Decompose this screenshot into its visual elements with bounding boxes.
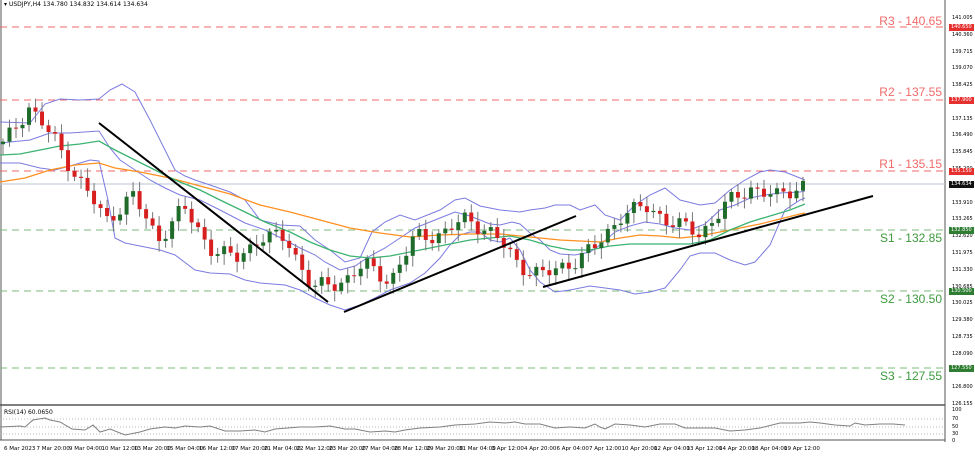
time-tick-label: 13 Apr 12:00 [686,446,723,452]
rsi-line[interactable] [0,417,906,436]
r3-price-box: 140.650 [949,24,974,31]
bollinger-lower [0,159,806,311]
rsi-axis-30: 30 [952,431,959,437]
r1-price-box: 135.150 [949,168,974,175]
rsi-axis-70: 70 [952,416,959,422]
time-tick-label: 16 Mar 12:00 [199,446,236,452]
rsi-axis-100: 100 [952,407,962,413]
candlesticks [1,98,805,302]
symbol-label: USDJPY,H4 [8,1,41,8]
time-tick-label: 4 Apr 20:00 [524,446,557,452]
time-tick-label: 10 Mar 12:00 [101,446,139,452]
time-tick-label: 31 Mar 04:00 [459,446,496,452]
time-tick-label: 6 Mar 2023 [4,446,36,452]
price-tick-label: 138.425 [952,82,973,89]
rsi-axis-0: 0 [952,438,956,444]
price-tick-label: 130.025 [952,300,973,307]
time-tick-label: 12 Apr 04:00 [654,446,690,452]
s2-label: S2 - 130.50 [879,292,942,306]
uptrend-line-2[interactable] [542,195,874,288]
s2-price-box: 130.500 [949,288,974,295]
r1-label: R1 - 135.15 [879,157,942,171]
price-tick-label: 141.005 [952,15,973,21]
s3-label: S3 - 127.55 [879,369,942,383]
price-tick-label: 131.975 [952,249,973,256]
rsi-axis-50: 50 [952,424,959,430]
price-tick-label: 140.360 [952,31,973,38]
r3-label: R3 - 140.65 [879,14,942,28]
price-tick-label: 133.910 [952,199,973,206]
price-tick-label: 131.330 [952,266,973,273]
time-tick-label: 29 Mar 20:00 [426,446,464,452]
bollinger-middle [0,130,806,271]
r2-price-box: 137.900 [949,97,974,104]
price-tick-label: 136.490 [952,132,973,139]
time-tick-label: 7 Apr 12:00 [589,446,622,452]
time-tick-label: 22 Mar 12:00 [296,446,334,452]
price-tick-label: 130.685 [952,283,973,290]
time-tick-label: 14 Apr 20:00 [719,446,755,452]
time-tick-label: 28 Mar 12:00 [394,446,431,452]
price-tick-label: 129.380 [952,317,973,324]
ohlc-values: 134.780 134.832 134.614 134.634 [42,1,148,8]
collapse-triangle-icon[interactable]: ▾ [4,1,8,8]
time-tick-label: 13 Mar 20:00 [134,446,171,452]
moving-average-green [0,140,806,259]
time-tick-label: 18 Apr 04:00 [751,446,788,452]
time-tick-label: 9 Mar 04:00 [69,446,103,452]
s1-label: S1 - 132.85 [879,231,942,245]
price-tick-label: 139.070 [952,65,973,72]
price-tick-label: 139.715 [952,48,973,55]
time-tick-label: 23 Mar 20:00 [329,446,366,452]
s3-price-box: 127.550 [949,365,974,372]
time-tick-label: 6 Apr 04:00 [556,446,589,452]
s1-price-box: 132.850 [949,227,974,234]
price-tick-label: 128.735 [952,333,973,340]
current-price-box: 134.634 [949,181,974,188]
time-tick-label: 17 Mar 20:00 [231,446,269,452]
time-tick-label: 3 Apr 12:00 [491,446,524,452]
uptrend-line-1[interactable] [343,215,577,313]
time-tick-label: 15 Mar 04:00 [166,446,204,452]
price-tick-label: 126.155 [952,401,973,407]
bollinger-upper [0,83,806,263]
time-tick-label: 27 Mar 04:00 [361,446,399,452]
time-tick-label: 19 Apr 12:00 [784,446,820,452]
price-tick-label: 137.135 [952,115,973,122]
price-tick-label: 128.090 [952,350,973,357]
time-tick-label: 7 Mar 20:00 [36,446,70,452]
price-tick-label: 126.800 [952,384,973,391]
rsi-label: RSI(14) 60.0650 [4,409,53,416]
symbol-header: ▾ USDJPY,H4 134.780 134.832 134.614 134.… [4,1,148,8]
price-tick-label: 135.845 [952,149,973,156]
r2-label: R2 - 137.55 [879,85,942,99]
price-tick-label: 133.265 [952,216,973,223]
time-tick-label: 21 Mar 04:00 [264,446,301,452]
downtrend-line[interactable] [98,122,329,303]
time-tick-label: 10 Apr 20:00 [621,446,658,452]
price-tick-label: 132.620 [952,233,973,240]
